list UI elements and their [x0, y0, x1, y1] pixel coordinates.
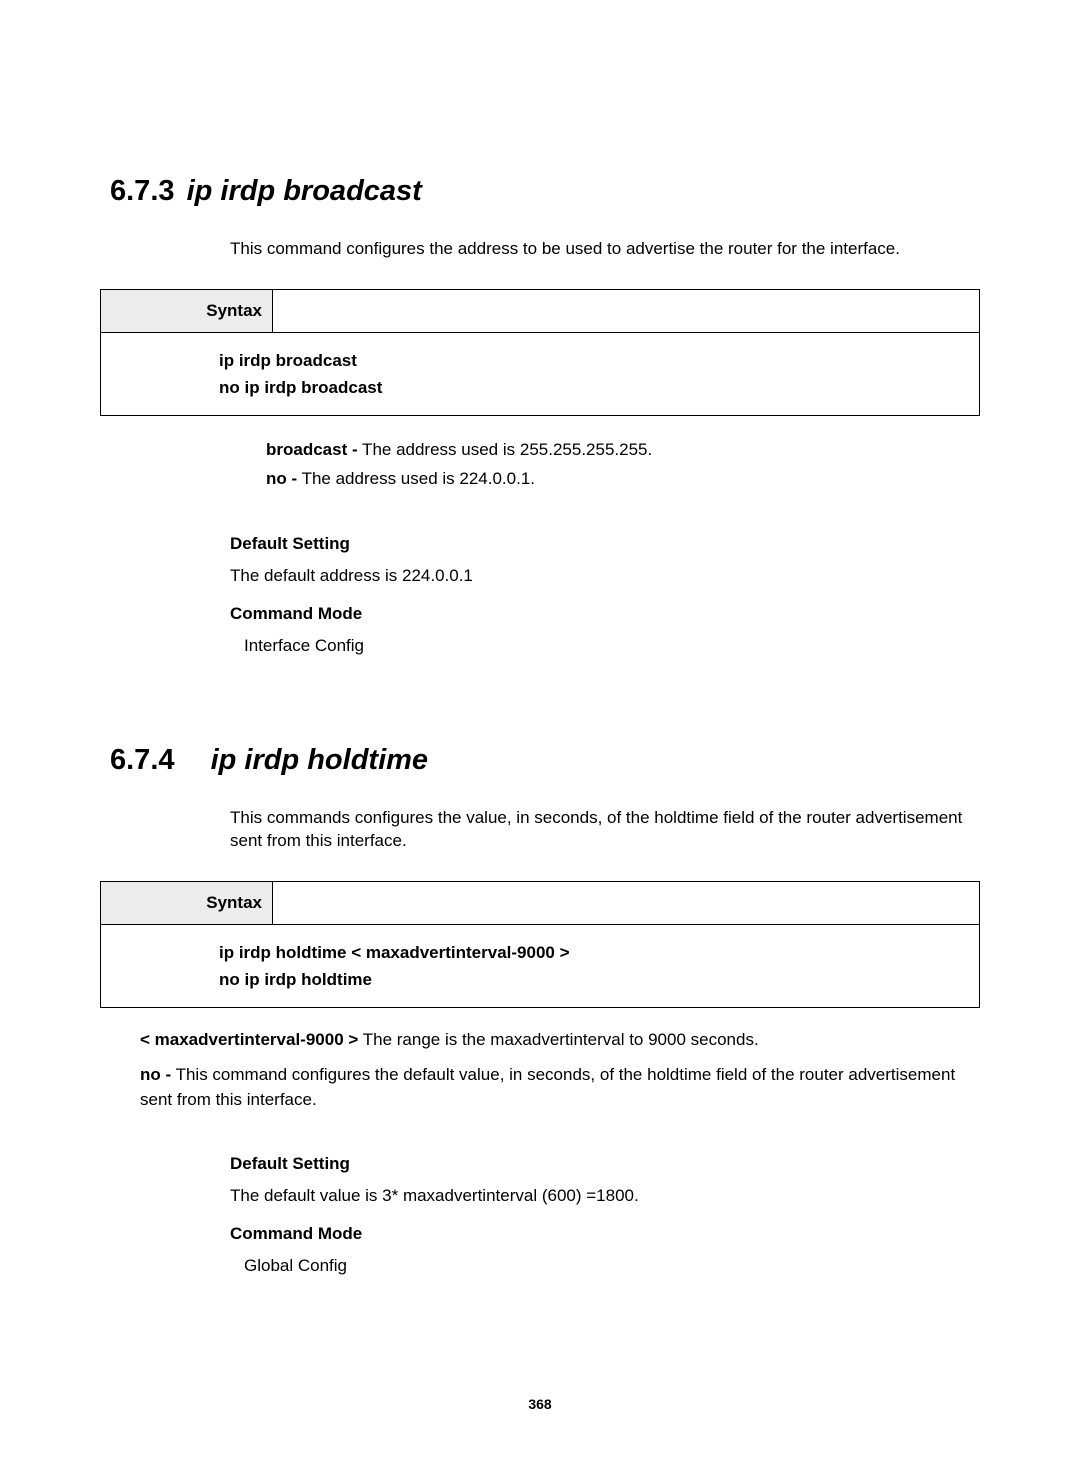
syntax-line: ip irdp holdtime < maxadvertinterval-900… [219, 939, 959, 966]
syntax-header-row: Syntax [101, 882, 979, 925]
note-value: This command configures the default valu… [140, 1065, 955, 1109]
syntax-line: no ip irdp broadcast [219, 374, 959, 401]
syntax-label: Syntax [101, 882, 273, 924]
note-key: < maxadvertinterval-9000 > [140, 1030, 358, 1049]
section-heading-674: 6.7.4 ip irdp holdtime [110, 744, 980, 777]
default-setting-heading: Default Setting [230, 1154, 980, 1174]
parameter-line: broadcast - The address used is 255.255.… [266, 436, 980, 465]
section-description: This commands configures the value, in s… [230, 807, 980, 853]
section-number: 6.7.3 [110, 175, 175, 208]
section-title: ip irdp holdtime [211, 744, 429, 776]
parameter-value: The address used is 224.0.0.1. [297, 469, 535, 488]
note-key: no - [140, 1065, 171, 1084]
syntax-box: Syntax ip irdp broadcast no ip irdp broa… [100, 289, 980, 416]
section-description: This command configures the address to b… [230, 238, 980, 261]
parameter-key: no - [266, 469, 297, 488]
default-setting-heading: Default Setting [230, 534, 980, 554]
document-page: 6.7.3 ip irdp broadcast This command con… [0, 0, 1080, 1472]
parameter-line: no - The address used is 224.0.0.1. [266, 465, 980, 494]
syntax-body: ip irdp broadcast no ip irdp broadcast [101, 333, 979, 415]
parameter-block: broadcast - The address used is 255.255.… [266, 436, 980, 494]
command-mode-heading: Command Mode [230, 604, 980, 624]
page-number: 368 [100, 1396, 980, 1412]
parameter-key: broadcast - [266, 440, 358, 459]
section-number: 6.7.4 [110, 744, 175, 777]
note-line: < maxadvertinterval-9000 > The range is … [140, 1028, 980, 1053]
command-mode-text: Interface Config [244, 636, 980, 656]
syntax-line: no ip irdp holdtime [219, 966, 959, 993]
parameter-value: The address used is 255.255.255.255. [358, 440, 653, 459]
note-line: no - This command configures the default… [140, 1063, 980, 1112]
note-value: The range is the maxadvertinterval to 90… [358, 1030, 758, 1049]
syntax-header-row: Syntax [101, 290, 979, 333]
default-setting-text: The default address is 224.0.0.1 [230, 566, 980, 586]
syntax-line: ip irdp broadcast [219, 347, 959, 374]
command-mode-heading: Command Mode [230, 1224, 980, 1244]
syntax-box: Syntax ip irdp holdtime < maxadvertinter… [100, 881, 980, 1008]
note-block: < maxadvertinterval-9000 > The range is … [140, 1028, 980, 1112]
command-mode-text: Global Config [244, 1256, 980, 1276]
section-title: ip irdp broadcast [187, 175, 422, 207]
syntax-label: Syntax [101, 290, 273, 332]
syntax-body: ip irdp holdtime < maxadvertinterval-900… [101, 925, 979, 1007]
section-heading-673: 6.7.3 ip irdp broadcast [110, 175, 980, 208]
default-setting-text: The default value is 3* maxadvertinterva… [230, 1186, 980, 1206]
